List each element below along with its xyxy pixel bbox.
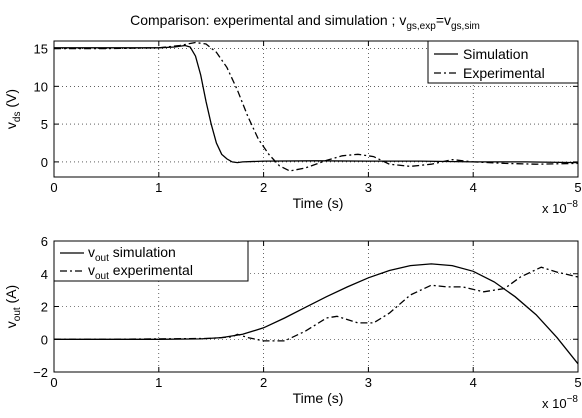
x-tick-label: 0 [50,180,57,195]
legend-label: vout simulation [88,244,176,264]
y-tick-label: 0 [41,332,48,347]
y-tick-label: 4 [41,267,48,282]
x-tick-label: 4 [470,375,477,390]
legend-label: vout experimental [88,262,193,282]
legend-label: Experimental [463,65,545,81]
x-tick-label: 1 [155,375,162,390]
y-tick-label: 0 [41,155,48,170]
x-tick-label: 4 [470,180,477,195]
figure-title: Comparison: experimental and simulation … [130,12,480,32]
y-tick-label: 6 [41,234,48,249]
x-tick-label: 2 [260,375,267,390]
x-tick-label: 2 [260,180,267,195]
y-tick-label: 2 [41,300,48,315]
legend-box [427,40,579,84]
x-axis-multiplier: x 10−8 [542,199,578,216]
y-tick-label: 5 [41,117,48,132]
y-axis-label: vout (A) [3,285,23,328]
legend-box [53,240,249,282]
y-tick-label: 15 [34,42,48,57]
series-line-experimental [54,41,578,172]
x-tick-label: 3 [365,375,372,390]
plot-area-frame [53,40,579,178]
y-tick-label: −2 [33,365,48,380]
series-line-simulation [54,44,578,164]
x-axis-label: Time (s) [293,390,344,406]
x-tick-label: 3 [365,180,372,195]
x-tick-label: 0 [50,375,57,390]
x-axis-label: Time (s) [293,195,344,211]
x-tick-label: 1 [155,180,162,195]
y-axis-label: vds (V) [3,89,23,129]
vds-plot: 0 1 2 3 4 5 0 5 10 15 Time (s) x 10−8 vds (V) Simulat… [3,40,582,216]
series-line-out-simulation [54,263,578,365]
x-tick-label: 5 [574,180,581,195]
x-tick-label: 5 [574,375,581,390]
legend-label: Simulation [463,46,528,62]
x-axis-multiplier: x 10−8 [542,394,578,411]
series-line-out-experimental [54,266,578,342]
y-tick-label: 10 [34,79,48,94]
